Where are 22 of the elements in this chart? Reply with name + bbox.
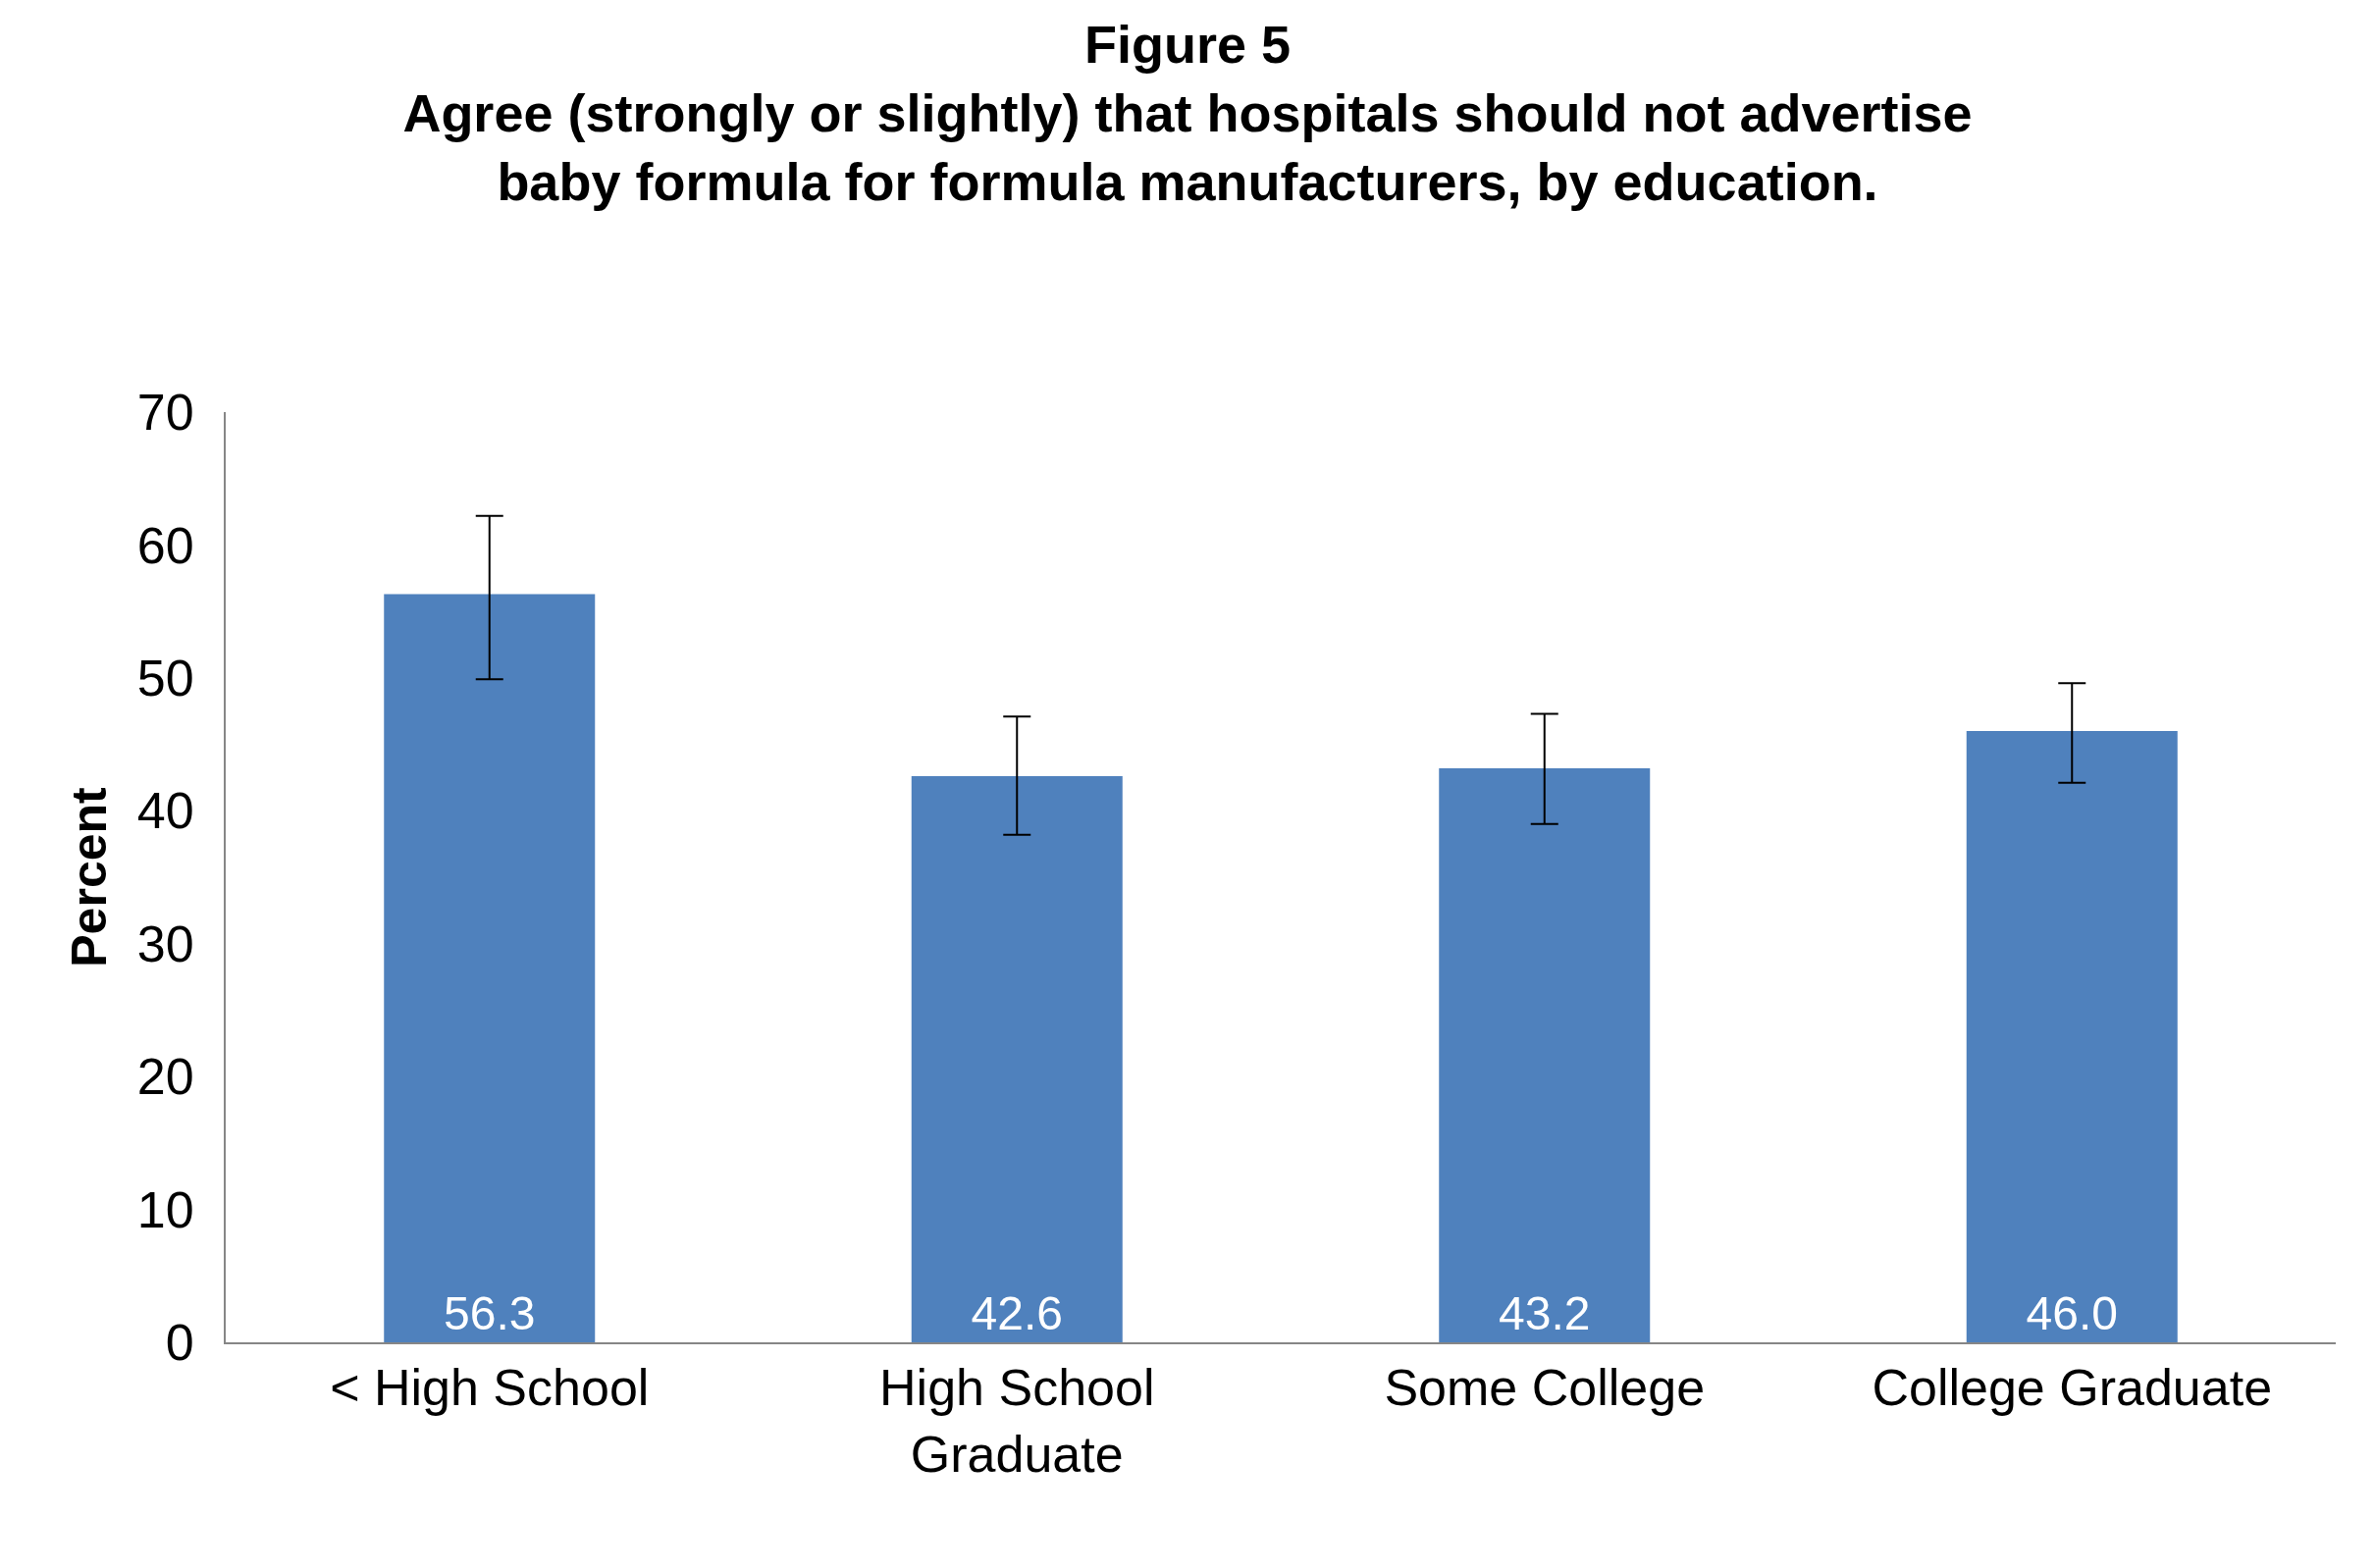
data-label: 46.0 [2026, 1287, 2118, 1339]
x-tick-label: Some College [1384, 1359, 1706, 1417]
chart-title: Figure 5 Agree (strongly or slightly) that hospitals should not advertise baby formula for formula manufacturers, by education. [402, 14, 1973, 212]
x-tick-label: High School Graduate [879, 1359, 1155, 1483]
y-tick-label: 50 [136, 650, 194, 707]
x-tick-label: College Graduate [1872, 1359, 2273, 1417]
bar [911, 776, 1123, 1342]
bar [384, 594, 596, 1342]
y-tick-label: 70 [136, 384, 194, 442]
y-axis-title: Percent [62, 786, 118, 967]
data-label: 43.2 [1499, 1287, 1591, 1339]
data-label: 56.3 [444, 1287, 536, 1339]
x-tick-label: < High School [330, 1359, 650, 1417]
data-label: 42.6 [971, 1287, 1063, 1339]
y-tick-label: 0 [165, 1314, 194, 1372]
bar [1439, 767, 1651, 1342]
y-tick-label: 30 [136, 915, 194, 972]
y-tick-label: 10 [136, 1180, 194, 1238]
bar [1966, 731, 2178, 1342]
y-tick-label: 20 [136, 1048, 194, 1106]
y-tick-label: 40 [136, 782, 194, 840]
y-tick-label: 60 [136, 516, 194, 574]
